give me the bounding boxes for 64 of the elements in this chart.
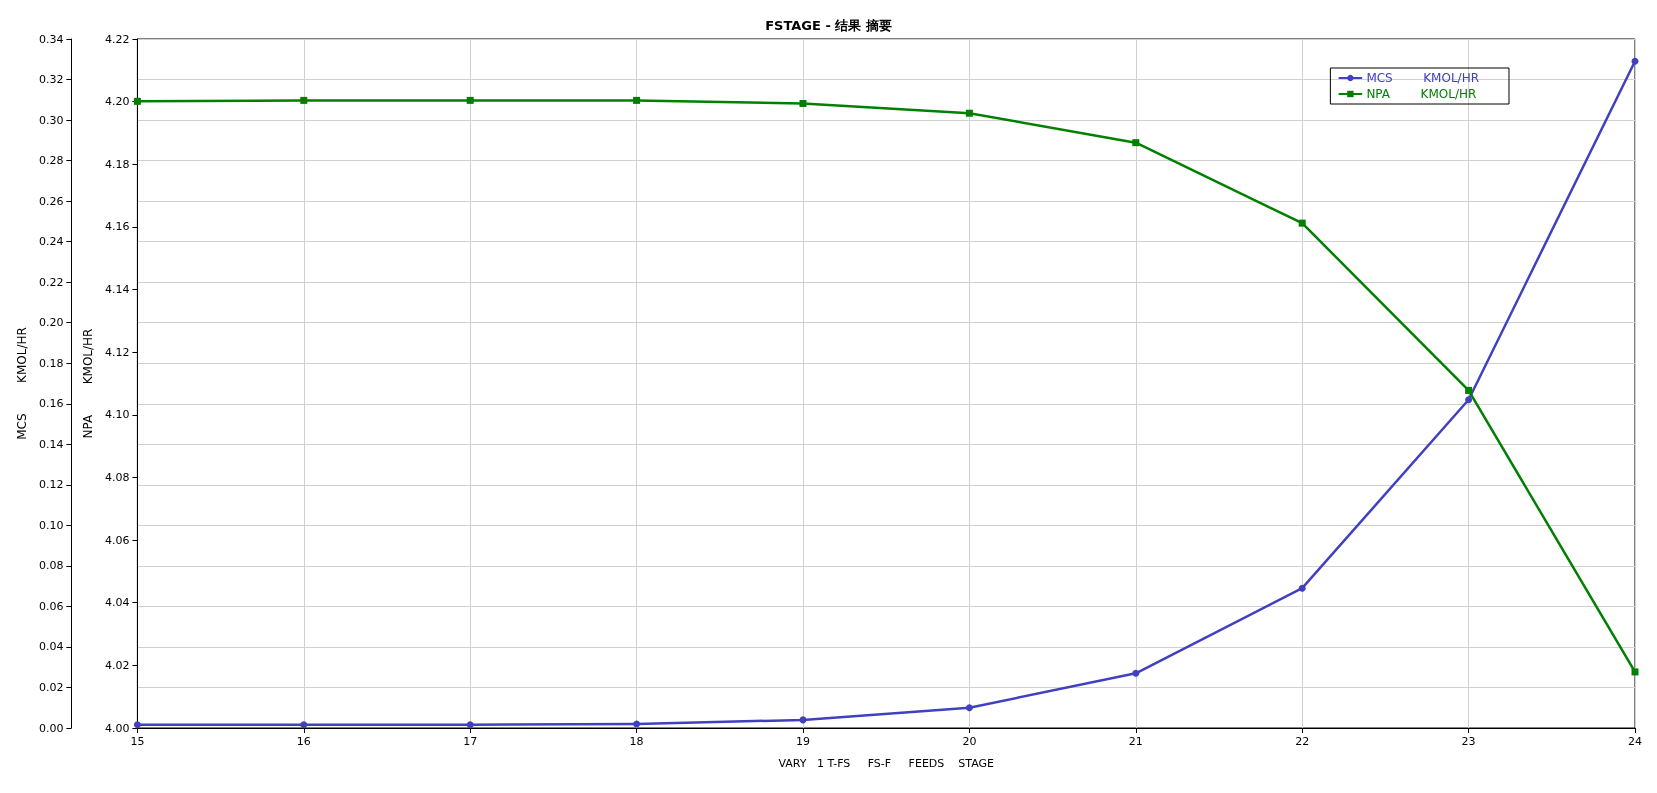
x-tick-label: 17: [463, 735, 478, 748]
y-tick-label: 0.10: [38, 518, 64, 532]
point: [633, 96, 641, 104]
y-tick-label: 0.06: [38, 599, 64, 613]
x-tick-label: 23: [1461, 735, 1476, 748]
y2-tick-label: 4.06: [104, 533, 130, 547]
y2-tick-label: 4.02: [104, 658, 130, 672]
y-tick-label: 0.08: [38, 559, 64, 573]
y-tick-label: 0.34: [38, 32, 64, 46]
chart-title: FSTAGE - 结果 摘要: [765, 18, 892, 33]
point: [300, 721, 308, 729]
y2-tick-label: 4.14: [104, 283, 130, 297]
y-tick-label: 0.14: [38, 437, 64, 451]
y2-tick-label: 4.22: [104, 32, 130, 46]
y-tick-label: 0.04: [38, 640, 64, 654]
x-tick-label: 15: [130, 735, 145, 748]
y-axis-title: MCS KMOL/HR: [15, 327, 29, 440]
point: [1631, 668, 1639, 676]
y-tick-label: 0.32: [38, 73, 64, 87]
y-tick-label: 0.30: [38, 113, 64, 127]
point: [1465, 386, 1473, 394]
point: [1132, 669, 1140, 677]
y-tick-label: 0.00: [38, 721, 64, 735]
x-axis-title: VARY 1 T-FS FS-F FEEDS STAGE: [778, 757, 994, 770]
y2-tick-label: 4.00: [104, 721, 130, 735]
point: [1631, 57, 1639, 65]
point: [799, 100, 807, 108]
y2-tick-label: 4.04: [104, 596, 130, 610]
y-tick-label: 0.28: [38, 154, 64, 168]
y2-tick-label: 4.16: [104, 220, 130, 234]
point: [1465, 396, 1473, 404]
point: [1298, 219, 1306, 227]
x-tick-label: 19: [796, 735, 810, 748]
y-tick-label: 0.16: [38, 397, 64, 411]
x-tick-label: 24: [1628, 735, 1642, 748]
x-tick-label: 16: [296, 735, 311, 748]
y2-tick-label: 4.10: [104, 408, 130, 422]
y-tick-label: 0.26: [38, 194, 64, 208]
y2-tick-label: 4.18: [104, 157, 130, 171]
point: [965, 704, 973, 712]
x-tick-label: 22: [1295, 735, 1310, 748]
x-tick-label: 18: [629, 735, 644, 748]
x-tick-label: 20: [962, 735, 977, 748]
y-tick-label: 0.20: [38, 316, 64, 330]
point: [633, 720, 641, 728]
y2-tick-label: 4.08: [104, 470, 130, 484]
y-tick-label: 0.24: [38, 235, 64, 249]
legend-label: MCS KMOL/HR: [1366, 71, 1479, 85]
y2-axis-title: NPA KMOL/HR: [81, 328, 95, 439]
y-tick-label: 0.12: [38, 478, 64, 492]
y2-tick-label: 4.20: [104, 95, 130, 109]
point: [1132, 139, 1140, 147]
point: [133, 97, 141, 105]
point: [466, 721, 474, 729]
point: [300, 96, 308, 104]
legend-label: NPA KMOL/HR: [1366, 87, 1477, 101]
point: [466, 96, 474, 104]
x-tick-label: 21: [1128, 735, 1143, 748]
y-tick-label: 0.18: [38, 356, 64, 370]
y-tick-label: 0.02: [38, 680, 64, 694]
y2-tick-label: 4.12: [104, 345, 130, 359]
point: [1298, 584, 1306, 592]
y-tick-label: 0.22: [38, 275, 64, 289]
point: [965, 109, 973, 117]
